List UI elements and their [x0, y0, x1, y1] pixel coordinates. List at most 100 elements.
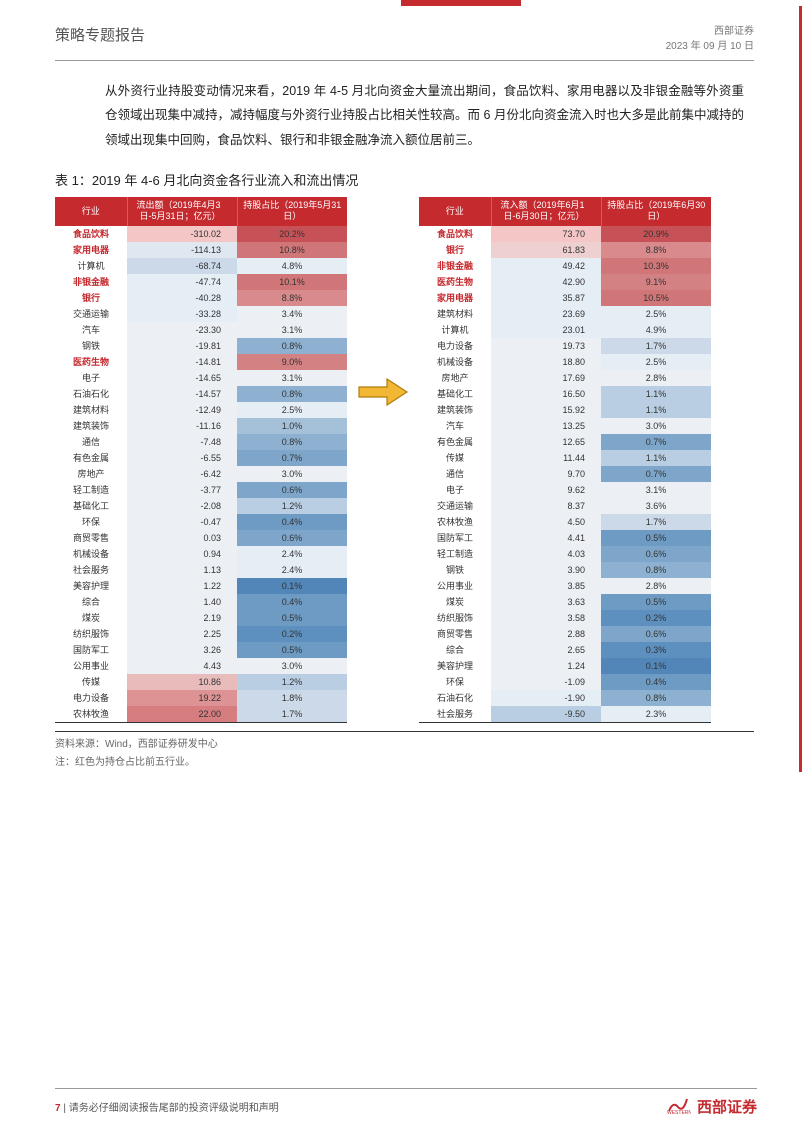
- value-cell: -23.30: [127, 322, 237, 338]
- page-number: 7: [55, 1103, 61, 1114]
- industry-cell: 有色金属: [419, 434, 491, 450]
- industry-cell: 综合: [55, 594, 127, 610]
- industry-cell: 医药生物: [55, 354, 127, 370]
- percent-cell: 0.6%: [237, 530, 347, 546]
- table-row: 轻工制造-3.770.6%: [55, 482, 347, 498]
- table-row: 环保-1.090.4%: [419, 674, 711, 690]
- table-row: 社会服务1.132.4%: [55, 562, 347, 578]
- page-footer: 7 | 请务必仔细阅读报告尾部的投资评级说明和声明 WESTERN 西部证券: [55, 1088, 757, 1117]
- percent-cell: 4.8%: [237, 258, 347, 274]
- table-row: 传媒10.861.2%: [55, 674, 347, 690]
- industry-cell: 钢铁: [55, 338, 127, 354]
- value-cell: 3.63: [491, 594, 601, 610]
- value-cell: 2.65: [491, 642, 601, 658]
- value-cell: -68.74: [127, 258, 237, 274]
- industry-cell: 食品饮料: [55, 226, 127, 242]
- percent-cell: 1.2%: [237, 498, 347, 514]
- industry-cell: 煤炭: [419, 594, 491, 610]
- value-cell: 15.92: [491, 402, 601, 418]
- percent-cell: 1.7%: [601, 514, 711, 530]
- table-row: 基础化工16.501.1%: [419, 386, 711, 402]
- logo-icon: WESTERN: [665, 1095, 691, 1117]
- value-cell: 3.85: [491, 578, 601, 594]
- percent-cell: 0.6%: [237, 482, 347, 498]
- value-cell: -9.50: [491, 706, 601, 723]
- table-row: 食品饮料-310.0220.2%: [55, 226, 347, 242]
- source-note: 资料来源：Wind，西部证券研发中心 注：红色为持仓占比前五行业。: [55, 731, 754, 772]
- industry-cell: 公用事业: [419, 578, 491, 594]
- value-cell: -1.09: [491, 674, 601, 690]
- industry-cell: 通信: [419, 466, 491, 482]
- percent-cell: 3.1%: [237, 370, 347, 386]
- table-row: 公用事业4.433.0%: [55, 658, 347, 674]
- table-row: 纺织服饰2.250.2%: [55, 626, 347, 642]
- percent-cell: 1.0%: [237, 418, 347, 434]
- outflow-table: 行业流出额（2019年4月3日-5月31日；亿元）持股占比（2019年5月31日…: [55, 197, 347, 723]
- industry-cell: 房地产: [419, 370, 491, 386]
- value-cell: -14.57: [127, 386, 237, 402]
- value-cell: 0.94: [127, 546, 237, 562]
- industry-cell: 计算机: [419, 322, 491, 338]
- percent-cell: 1.1%: [601, 402, 711, 418]
- industry-cell: 机械设备: [55, 546, 127, 562]
- value-cell: -1.90: [491, 690, 601, 706]
- value-cell: 2.25: [127, 626, 237, 642]
- industry-cell: 纺织服饰: [55, 626, 127, 642]
- table-row: 公用事业3.852.8%: [419, 578, 711, 594]
- percent-cell: 10.8%: [237, 242, 347, 258]
- percent-cell: 0.6%: [601, 626, 711, 642]
- value-cell: -3.77: [127, 482, 237, 498]
- percent-cell: 4.9%: [601, 322, 711, 338]
- table-row: 电力设备19.731.7%: [419, 338, 711, 354]
- table-row: 交通运输8.373.6%: [419, 498, 711, 514]
- percent-cell: 0.5%: [601, 594, 711, 610]
- value-cell: 19.22: [127, 690, 237, 706]
- percent-cell: 0.1%: [237, 578, 347, 594]
- column-header: 持股占比（2019年6月30日）: [601, 197, 711, 226]
- industry-cell: 传媒: [55, 674, 127, 690]
- table-row: 环保-0.470.4%: [55, 514, 347, 530]
- value-cell: 18.80: [491, 354, 601, 370]
- value-cell: -11.16: [127, 418, 237, 434]
- percent-cell: 2.5%: [601, 306, 711, 322]
- firm-name: 西部证券: [666, 24, 754, 39]
- table-row: 建筑材料-12.492.5%: [55, 402, 347, 418]
- value-cell: 4.03: [491, 546, 601, 562]
- value-cell: 2.88: [491, 626, 601, 642]
- table-row: 建筑装饰-11.161.0%: [55, 418, 347, 434]
- percent-cell: 10.3%: [601, 258, 711, 274]
- industry-cell: 社会服务: [419, 706, 491, 723]
- table-row: 汽车13.253.0%: [419, 418, 711, 434]
- value-cell: 49.42: [491, 258, 601, 274]
- percent-cell: 1.8%: [237, 690, 347, 706]
- percent-cell: 2.3%: [601, 706, 711, 723]
- table-row: 社会服务-9.502.3%: [419, 706, 711, 723]
- percent-cell: 10.5%: [601, 290, 711, 306]
- industry-cell: 医药生物: [419, 274, 491, 290]
- industry-cell: 家用电器: [55, 242, 127, 258]
- table-row: 钢铁3.900.8%: [419, 562, 711, 578]
- percent-cell: 1.7%: [237, 706, 347, 723]
- source-line: 资料来源：Wind，西部证券研发中心: [55, 736, 754, 754]
- value-cell: -33.28: [127, 306, 237, 322]
- industry-cell: 建筑装饰: [55, 418, 127, 434]
- percent-cell: 0.5%: [601, 530, 711, 546]
- percent-cell: 20.9%: [601, 226, 711, 242]
- table-row: 国防军工3.260.5%: [55, 642, 347, 658]
- value-cell: -14.81: [127, 354, 237, 370]
- industry-cell: 商贸零售: [55, 530, 127, 546]
- value-cell: 12.65: [491, 434, 601, 450]
- table-row: 石油石化-1.900.8%: [419, 690, 711, 706]
- industry-cell: 环保: [419, 674, 491, 690]
- percent-cell: 0.8%: [237, 434, 347, 450]
- percent-cell: 0.7%: [601, 434, 711, 450]
- intro-paragraph: 从外资行业持股变动情况来看，2019 年 4-5 月北向资金大量流出期间，食品饮…: [105, 79, 744, 152]
- percent-cell: 2.8%: [601, 578, 711, 594]
- industry-cell: 农林牧渔: [419, 514, 491, 530]
- value-cell: 4.43: [127, 658, 237, 674]
- table-caption: 表 1：2019 年 4-6 月北向资金各行业流入和流出情况: [55, 170, 754, 189]
- table-row: 医药生物42.909.1%: [419, 274, 711, 290]
- industry-cell: 建筑装饰: [419, 402, 491, 418]
- value-cell: -14.65: [127, 370, 237, 386]
- percent-cell: 1.1%: [601, 386, 711, 402]
